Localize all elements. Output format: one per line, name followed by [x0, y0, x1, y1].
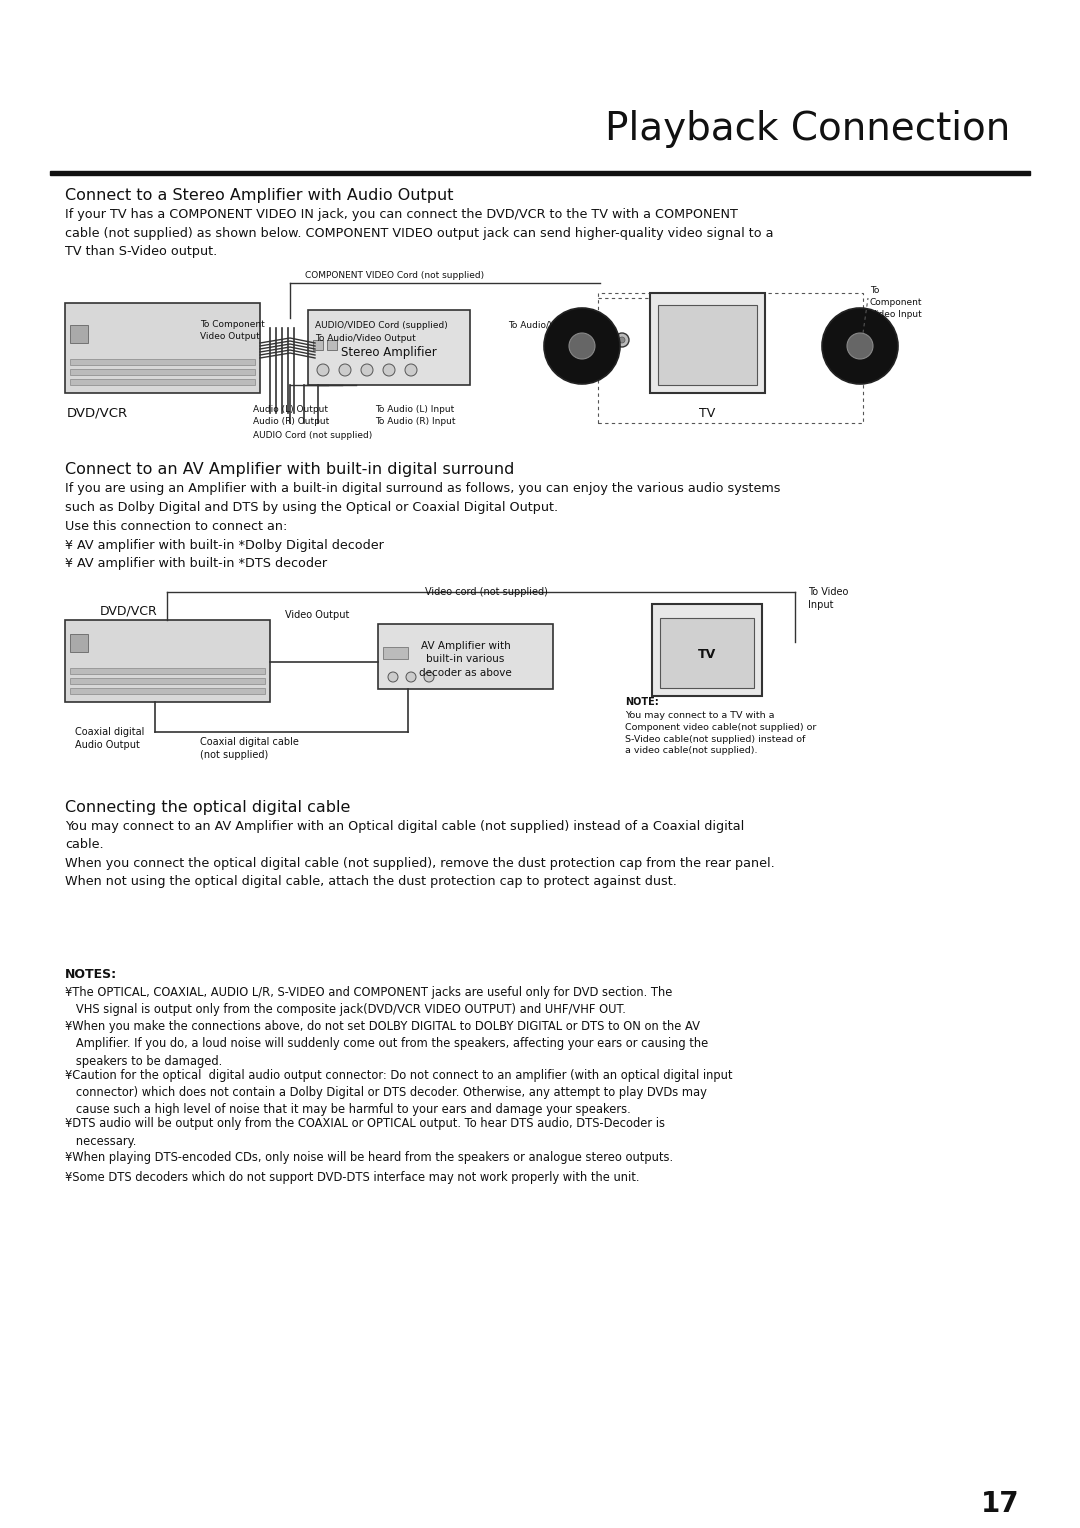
- Text: To Component
Video Output: To Component Video Output: [200, 319, 265, 341]
- Text: Coaxial digital
Audio Output: Coaxial digital Audio Output: [75, 727, 145, 750]
- Bar: [658, 306, 757, 385]
- Circle shape: [847, 333, 873, 359]
- Text: 17: 17: [982, 1490, 1020, 1517]
- Text: Video cord (not supplied): Video cord (not supplied): [426, 587, 548, 597]
- Text: ¥Some DTS decoders which do not support DVD-DTS interface may not work properly : ¥Some DTS decoders which do not support …: [65, 1170, 639, 1184]
- Bar: [70, 668, 265, 674]
- Text: If your TV has a COMPONENT VIDEO IN jack, you can connect the DVD/VCR to the TV : If your TV has a COMPONENT VIDEO IN jack…: [65, 208, 773, 258]
- Bar: [652, 604, 762, 695]
- Circle shape: [406, 672, 416, 681]
- Text: AUDIO/VIDEO Cord (supplied): AUDIO/VIDEO Cord (supplied): [315, 321, 448, 330]
- Circle shape: [603, 333, 617, 347]
- Text: To Audio/Video Output: To Audio/Video Output: [315, 335, 416, 342]
- Text: Connecting the optical digital cable: Connecting the optical digital cable: [65, 801, 350, 814]
- Circle shape: [569, 333, 595, 359]
- Bar: [65, 303, 260, 393]
- Bar: [598, 293, 863, 423]
- Text: Connect to a Stereo Amplifier with Audio Output: Connect to a Stereo Amplifier with Audio…: [65, 188, 454, 203]
- Text: ¥When you make the connections above, do not set DOLBY DIGITAL to DOLBY DIGITAL : ¥When you make the connections above, do…: [65, 1021, 708, 1068]
- Circle shape: [607, 338, 613, 342]
- Bar: [660, 617, 754, 688]
- Bar: [70, 688, 265, 694]
- Circle shape: [318, 364, 329, 376]
- Bar: [70, 368, 255, 374]
- Bar: [70, 325, 87, 342]
- Text: AUDIO Cord (not supplied): AUDIO Cord (not supplied): [253, 431, 373, 440]
- Circle shape: [615, 333, 629, 347]
- Text: You may connect to an AV Amplifier with an Optical digital cable (not supplied) : You may connect to an AV Amplifier with …: [65, 821, 774, 888]
- Circle shape: [405, 364, 417, 376]
- Circle shape: [843, 327, 856, 339]
- Text: NOTES:: NOTES:: [65, 969, 117, 981]
- Circle shape: [383, 364, 395, 376]
- Text: Video Output: Video Output: [285, 610, 349, 620]
- Text: DVD/VCR: DVD/VCR: [100, 604, 158, 617]
- Bar: [650, 293, 765, 393]
- Circle shape: [822, 309, 897, 384]
- Bar: [378, 623, 553, 689]
- Text: NOTE:: NOTE:: [625, 697, 659, 707]
- Circle shape: [854, 327, 866, 339]
- Text: AV Amplifier with
built-in various
decoder as above: AV Amplifier with built-in various decod…: [419, 642, 512, 678]
- Text: If you are using an Amplifier with a built-in digital surround as follows, you c: If you are using an Amplifier with a bui…: [65, 481, 781, 513]
- Circle shape: [388, 672, 399, 681]
- Text: To Audio/Video Input: To Audio/Video Input: [508, 321, 600, 330]
- Bar: [383, 646, 408, 659]
- Bar: [65, 620, 270, 701]
- Circle shape: [619, 338, 625, 342]
- Circle shape: [424, 672, 434, 681]
- Text: ¥Caution for the optical  digital audio output connector: Do not connect to an a: ¥Caution for the optical digital audio o…: [65, 1068, 732, 1117]
- Circle shape: [339, 364, 351, 376]
- Text: ¥The OPTICAL, COAXIAL, AUDIO L/R, S-VIDEO and COMPONENT jacks are useful only fo: ¥The OPTICAL, COAXIAL, AUDIO L/R, S-VIDE…: [65, 986, 673, 1016]
- Bar: [50, 171, 1030, 176]
- Circle shape: [834, 327, 846, 339]
- Circle shape: [544, 309, 620, 384]
- Circle shape: [595, 338, 600, 342]
- Text: You may connect to a TV with a
Component video cable(not supplied) or
S-Video ca: You may connect to a TV with a Component…: [625, 711, 816, 755]
- Text: TV: TV: [698, 648, 716, 662]
- Circle shape: [361, 364, 373, 376]
- Text: ¥DTS audio will be output only from the COAXIAL or OPTICAL output. To hear DTS a: ¥DTS audio will be output only from the …: [65, 1117, 665, 1148]
- Text: Audio (R) Output: Audio (R) Output: [253, 417, 329, 426]
- Bar: [327, 341, 337, 350]
- Text: DVD/VCR: DVD/VCR: [67, 406, 129, 420]
- Bar: [70, 359, 255, 365]
- Text: COMPONENT VIDEO Cord (not supplied): COMPONENT VIDEO Cord (not supplied): [305, 270, 484, 280]
- Text: Playback Connection: Playback Connection: [605, 110, 1010, 148]
- Text: To Audio (R) Input: To Audio (R) Input: [375, 417, 456, 426]
- Bar: [70, 379, 255, 385]
- Bar: [70, 678, 265, 685]
- Circle shape: [858, 330, 863, 336]
- Circle shape: [848, 330, 852, 336]
- Bar: [70, 634, 87, 652]
- Text: Audio (L) Output: Audio (L) Output: [253, 405, 328, 414]
- Circle shape: [591, 333, 605, 347]
- Text: TV: TV: [700, 406, 716, 420]
- Text: ¥When playing DTS-encoded CDs, only noise will be heard from the speakers or ana: ¥When playing DTS-encoded CDs, only nois…: [65, 1151, 673, 1164]
- Text: To Audio (L) Input: To Audio (L) Input: [375, 405, 455, 414]
- Text: To
Component
Video Input: To Component Video Input: [870, 286, 922, 319]
- Circle shape: [837, 330, 842, 336]
- Text: Use this connection to connect an:
¥ AV amplifier with built-in *Dolby Digital d: Use this connection to connect an: ¥ AV …: [65, 520, 383, 570]
- Text: Coaxial digital cable
(not supplied): Coaxial digital cable (not supplied): [200, 736, 299, 761]
- Text: To Video
Input: To Video Input: [808, 587, 849, 610]
- Bar: [308, 310, 470, 385]
- Bar: [313, 341, 323, 350]
- Text: Stereo Amplifier: Stereo Amplifier: [341, 345, 437, 359]
- Text: Connect to an AV Amplifier with built-in digital surround: Connect to an AV Amplifier with built-in…: [65, 461, 514, 477]
